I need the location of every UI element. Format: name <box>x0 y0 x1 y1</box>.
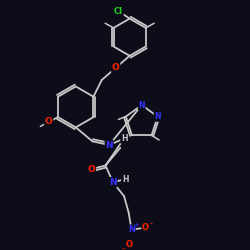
Text: +: + <box>133 222 139 228</box>
Text: N: N <box>128 225 135 234</box>
Text: O: O <box>142 223 149 232</box>
Text: H: H <box>121 134 127 143</box>
Text: N: N <box>106 140 113 149</box>
Text: -: - <box>150 220 152 228</box>
Text: N: N <box>109 178 117 187</box>
Text: O: O <box>112 63 120 72</box>
Text: H: H <box>122 175 128 184</box>
Text: Cl: Cl <box>114 7 123 16</box>
Text: N: N <box>138 100 145 110</box>
Text: O: O <box>45 117 52 126</box>
Text: O: O <box>88 165 96 174</box>
Text: N: N <box>154 112 161 121</box>
Text: -: - <box>122 244 125 250</box>
Text: O: O <box>125 240 132 249</box>
